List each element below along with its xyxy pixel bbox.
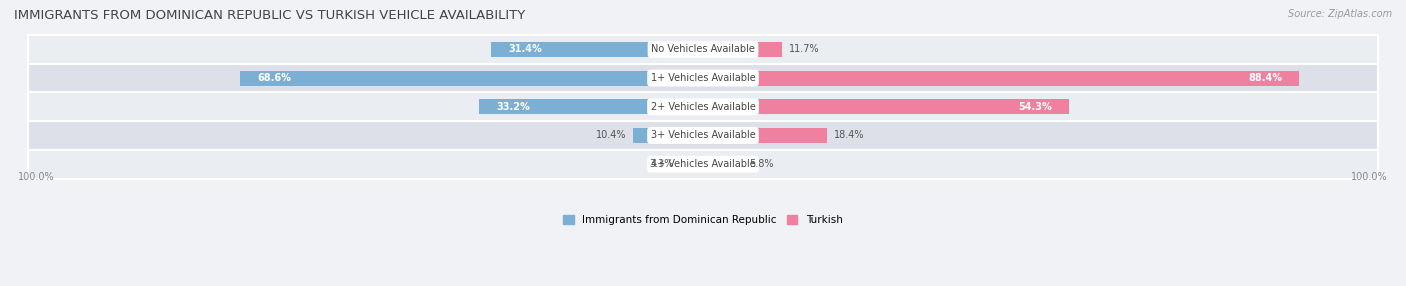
Text: 33.2%: 33.2% <box>496 102 530 112</box>
Text: 2+ Vehicles Available: 2+ Vehicles Available <box>651 102 755 112</box>
Bar <box>491 42 703 57</box>
Bar <box>703 99 1069 114</box>
Text: 54.3%: 54.3% <box>1018 102 1053 112</box>
Text: 68.6%: 68.6% <box>257 73 291 83</box>
Text: Source: ZipAtlas.com: Source: ZipAtlas.com <box>1288 9 1392 19</box>
Text: 1+ Vehicles Available: 1+ Vehicles Available <box>651 73 755 83</box>
Bar <box>240 71 703 86</box>
Text: 100.0%: 100.0% <box>18 172 55 182</box>
Bar <box>703 128 827 143</box>
Text: 18.4%: 18.4% <box>834 130 865 140</box>
Text: 3+ Vehicles Available: 3+ Vehicles Available <box>651 130 755 140</box>
Text: 5.8%: 5.8% <box>749 159 773 169</box>
Text: 4+ Vehicles Available: 4+ Vehicles Available <box>651 159 755 169</box>
Text: 3.3%: 3.3% <box>650 159 673 169</box>
Text: No Vehicles Available: No Vehicles Available <box>651 44 755 54</box>
Bar <box>28 64 1378 92</box>
Bar <box>479 99 703 114</box>
Text: 11.7%: 11.7% <box>789 44 820 54</box>
Text: 88.4%: 88.4% <box>1249 73 1282 83</box>
Text: 10.4%: 10.4% <box>596 130 626 140</box>
Text: 100.0%: 100.0% <box>1351 172 1388 182</box>
Legend: Immigrants from Dominican Republic, Turkish: Immigrants from Dominican Republic, Turk… <box>564 215 842 225</box>
Bar <box>633 128 703 143</box>
Bar <box>28 92 1378 121</box>
Bar <box>703 71 1299 86</box>
Text: 31.4%: 31.4% <box>508 44 541 54</box>
Bar <box>28 121 1378 150</box>
Text: IMMIGRANTS FROM DOMINICAN REPUBLIC VS TURKISH VEHICLE AVAILABILITY: IMMIGRANTS FROM DOMINICAN REPUBLIC VS TU… <box>14 9 526 21</box>
Bar <box>28 150 1378 178</box>
Bar <box>28 35 1378 64</box>
Bar <box>703 157 742 172</box>
Bar <box>681 157 703 172</box>
Bar <box>703 42 782 57</box>
